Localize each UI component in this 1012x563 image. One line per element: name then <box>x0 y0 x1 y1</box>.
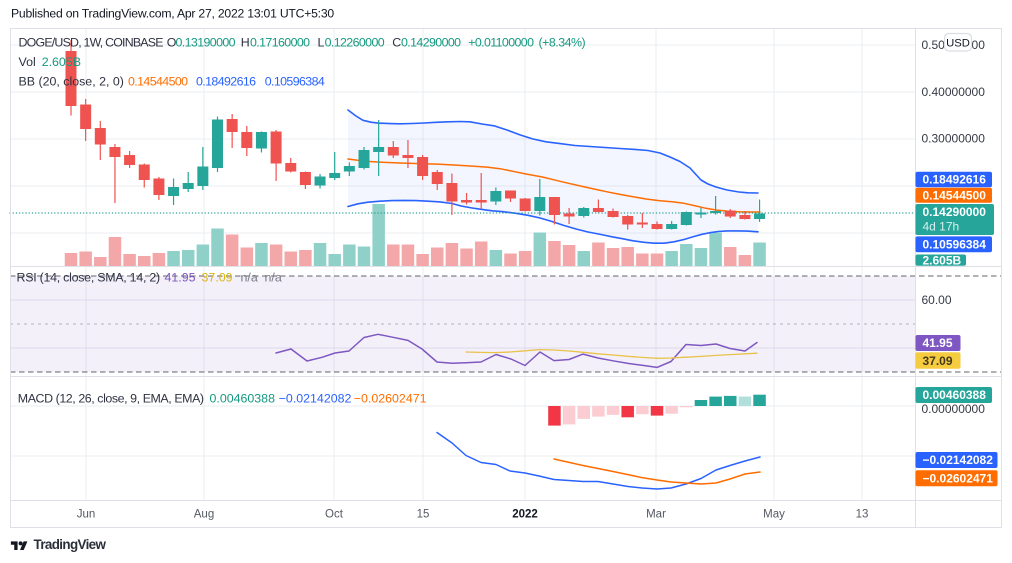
svg-text:0.14290000: 0.14290000 <box>923 205 987 219</box>
svg-text:C: C <box>392 36 401 50</box>
svg-text:−0.02602471: −0.02602471 <box>354 391 427 405</box>
svg-text:−0.02142082: −0.02142082 <box>923 453 994 467</box>
svg-text:Vol: Vol <box>19 55 36 69</box>
svg-text:0.00460388: 0.00460388 <box>923 388 987 402</box>
svg-text:USD: USD <box>946 37 970 49</box>
svg-text:0.13190000: 0.13190000 <box>176 36 236 50</box>
svg-text:0.40000000: 0.40000000 <box>922 85 986 99</box>
svg-text:0.14290000: 0.14290000 <box>401 36 461 50</box>
svg-text:Oct: Oct <box>325 509 344 521</box>
svg-text:May: May <box>763 509 785 521</box>
svg-text:37.09: 37.09 <box>202 270 233 284</box>
svg-text:Jun: Jun <box>77 509 96 521</box>
svg-text:−0.02602471: −0.02602471 <box>923 472 994 486</box>
svg-text:H: H <box>241 36 250 50</box>
svg-text:37.09: 37.09 <box>923 354 953 368</box>
svg-text:Aug: Aug <box>194 509 214 521</box>
svg-text:0.30000000: 0.30000000 <box>922 132 986 146</box>
svg-text:n/a: n/a <box>265 270 282 284</box>
svg-text:0.12260000: 0.12260000 <box>325 36 385 50</box>
svg-text:L: L <box>318 36 325 50</box>
svg-text:(+8.34%): (+8.34%) <box>539 36 586 50</box>
svg-text:Published on TradingView.com,: Published on TradingView.com, Apr 27, 20… <box>11 7 334 21</box>
svg-text:O: O <box>167 36 177 50</box>
svg-text:41.95: 41.95 <box>165 270 196 284</box>
svg-text:0.18492616: 0.18492616 <box>923 173 987 187</box>
svg-text:Mar: Mar <box>646 509 666 521</box>
svg-text:2.605B: 2.605B <box>923 253 962 267</box>
svg-text:41.95: 41.95 <box>923 336 953 350</box>
svg-text:0.14544500: 0.14544500 <box>923 189 987 203</box>
svg-text:13: 13 <box>856 509 869 521</box>
svg-text:15: 15 <box>417 509 430 521</box>
svg-text:60.00: 60.00 <box>922 293 952 307</box>
svg-text:0.10596384: 0.10596384 <box>265 75 325 89</box>
svg-text:0.00460388: 0.00460388 <box>210 391 276 405</box>
svg-text:BB (20, close, 2, 0): BB (20, close, 2, 0) <box>19 75 124 89</box>
svg-text:2022: 2022 <box>512 509 538 521</box>
svg-text:DOGE/USD, 1W, COINBASE: DOGE/USD, 1W, COINBASE <box>19 36 164 50</box>
svg-text:4d 17h: 4d 17h <box>923 220 960 234</box>
svg-text:2.605B: 2.605B <box>42 55 81 69</box>
svg-text:−0.02142082: −0.02142082 <box>279 391 352 405</box>
svg-text:MACD (12, 26, close, 9, EMA, E: MACD (12, 26, close, 9, EMA, EMA) <box>18 391 204 405</box>
svg-text:+0.01100000: +0.01100000 <box>468 36 534 50</box>
svg-text:TradingView: TradingView <box>34 537 107 552</box>
svg-text:n/a: n/a <box>241 270 258 284</box>
svg-text:0.17160000: 0.17160000 <box>250 36 310 50</box>
svg-text:0.00000000: 0.00000000 <box>922 402 986 416</box>
svg-text:0.10596384: 0.10596384 <box>923 238 987 252</box>
svg-text:0.14544500: 0.14544500 <box>128 75 188 89</box>
svg-text:RSI (14, close, SMA, 14, 2): RSI (14, close, SMA, 14, 2) <box>17 270 160 284</box>
svg-text:0.18492616: 0.18492616 <box>196 75 256 89</box>
